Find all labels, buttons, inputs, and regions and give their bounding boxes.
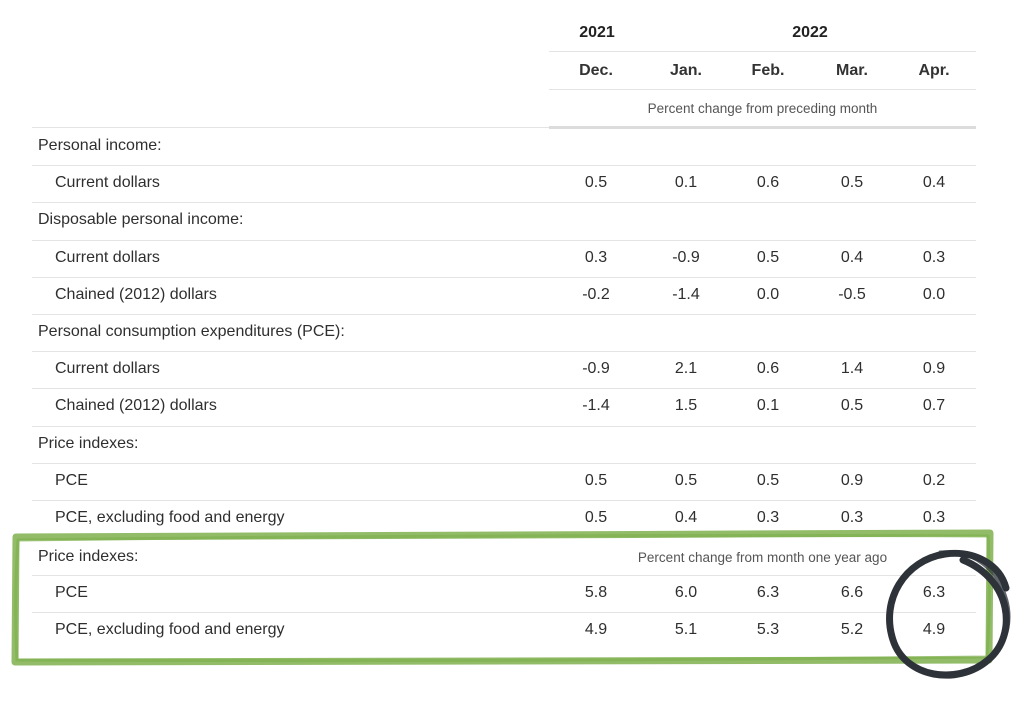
month-header: Mar.: [835, 62, 868, 79]
table-cell: 0.5: [756, 248, 780, 266]
table-cell: 0.6: [756, 174, 780, 192]
header-divider: [32, 127, 549, 128]
table-cell: 5.3: [756, 621, 780, 638]
table-cell: 0.4: [922, 174, 946, 192]
table-cell: 5.8: [584, 584, 608, 601]
table-cell: -0.5: [838, 285, 866, 303]
table-cell: 0.0: [922, 285, 946, 303]
row-label: Current dollars: [55, 360, 160, 378]
table-cell: 6.3: [756, 584, 780, 601]
table-cell: 0.3: [922, 248, 946, 266]
highlight-box: [11, 529, 994, 666]
section-label: Personal consumption expenditures (PCE):: [38, 323, 345, 340]
row-divider: [32, 165, 976, 166]
table-cell: 0.2: [922, 471, 946, 489]
table-cell: 2.1: [674, 360, 698, 378]
row-divider: [32, 463, 976, 464]
row-divider: [32, 426, 976, 427]
table-cell: 5.2: [840, 621, 864, 638]
table-cell: 1.5: [674, 397, 698, 415]
table-cell: 0.5: [840, 397, 864, 415]
yearly-change-note: Percent change from month one year ago: [637, 550, 888, 565]
monthly-change-note: Percent change from preceding month: [647, 101, 878, 116]
table-cell: -1.4: [672, 285, 700, 303]
table-cell: 5.1: [674, 621, 698, 638]
table-cell: 0.5: [840, 174, 864, 192]
table-cell: 0.3: [840, 509, 864, 526]
year-2022-header: 2022: [792, 24, 828, 41]
table-cell: 0.5: [584, 174, 608, 192]
table-cell: 0.7: [922, 397, 946, 415]
section-label: Disposable personal income:: [38, 211, 244, 229]
row-label: Current dollars: [55, 248, 160, 266]
row-divider: [32, 351, 976, 352]
table-cell: 0.5: [674, 471, 698, 489]
month-header: Jan.: [669, 62, 702, 79]
row-divider: [32, 612, 976, 613]
section-label: Price indexes:: [38, 548, 139, 565]
table-cell: -0.2: [582, 285, 610, 303]
row-label: PCE, excluding food and energy: [55, 509, 285, 526]
table-cell: 6.0: [674, 584, 698, 601]
table-cell: 0.5: [584, 509, 608, 526]
row-divider: [32, 277, 976, 278]
header-divider: [549, 126, 976, 129]
table-cell: 0.4: [674, 509, 698, 526]
table-cell: 0.1: [756, 397, 780, 415]
table-cell: 0.9: [922, 360, 946, 378]
table-cell: 0.5: [756, 471, 780, 489]
table-cell: 4.9: [584, 621, 608, 638]
row-divider: [32, 202, 976, 203]
table-cell: 1.4: [840, 360, 864, 378]
year-2021-header: 2021: [579, 24, 615, 41]
section-label: Personal income:: [38, 137, 162, 154]
section-label: Price indexes:: [38, 434, 139, 452]
header-divider: [549, 51, 976, 52]
row-divider: [32, 500, 976, 501]
row-divider: [32, 388, 976, 389]
row-label: PCE: [55, 471, 88, 489]
month-header: Feb.: [751, 62, 785, 79]
table-cell: 6.3: [922, 584, 946, 601]
table-cell: 0.0: [756, 285, 780, 303]
month-header: Dec.: [579, 62, 613, 79]
table-cell: 0.1: [674, 174, 698, 192]
table-cell: -1.4: [582, 397, 610, 415]
table-cell: 0.9: [840, 471, 864, 489]
table-cell: 0.3: [922, 509, 946, 526]
row-label: Current dollars: [55, 174, 160, 192]
table-cell: 4.9: [922, 621, 946, 638]
table-cell: 0.5: [584, 471, 608, 489]
row-label: Chained (2012) dollars: [55, 285, 217, 303]
table-cell: 0.3: [756, 509, 780, 526]
table-cell: 6.6: [840, 584, 864, 601]
table-cell: 0.4: [840, 248, 864, 266]
row-divider: [32, 575, 976, 576]
table-cell: -0.9: [672, 248, 700, 266]
table-cell: 0.6: [756, 360, 780, 378]
row-divider: [32, 314, 976, 315]
row-label: PCE: [55, 584, 88, 601]
month-header: Apr.: [918, 62, 950, 79]
row-label: Chained (2012) dollars: [55, 397, 217, 415]
row-label: PCE, excluding food and energy: [55, 621, 285, 638]
table-cell: 0.3: [584, 248, 608, 266]
table-cell: -0.9: [582, 360, 610, 378]
header-divider: [549, 89, 976, 90]
highlight-circle: [886, 549, 1011, 679]
row-divider: [32, 240, 976, 241]
